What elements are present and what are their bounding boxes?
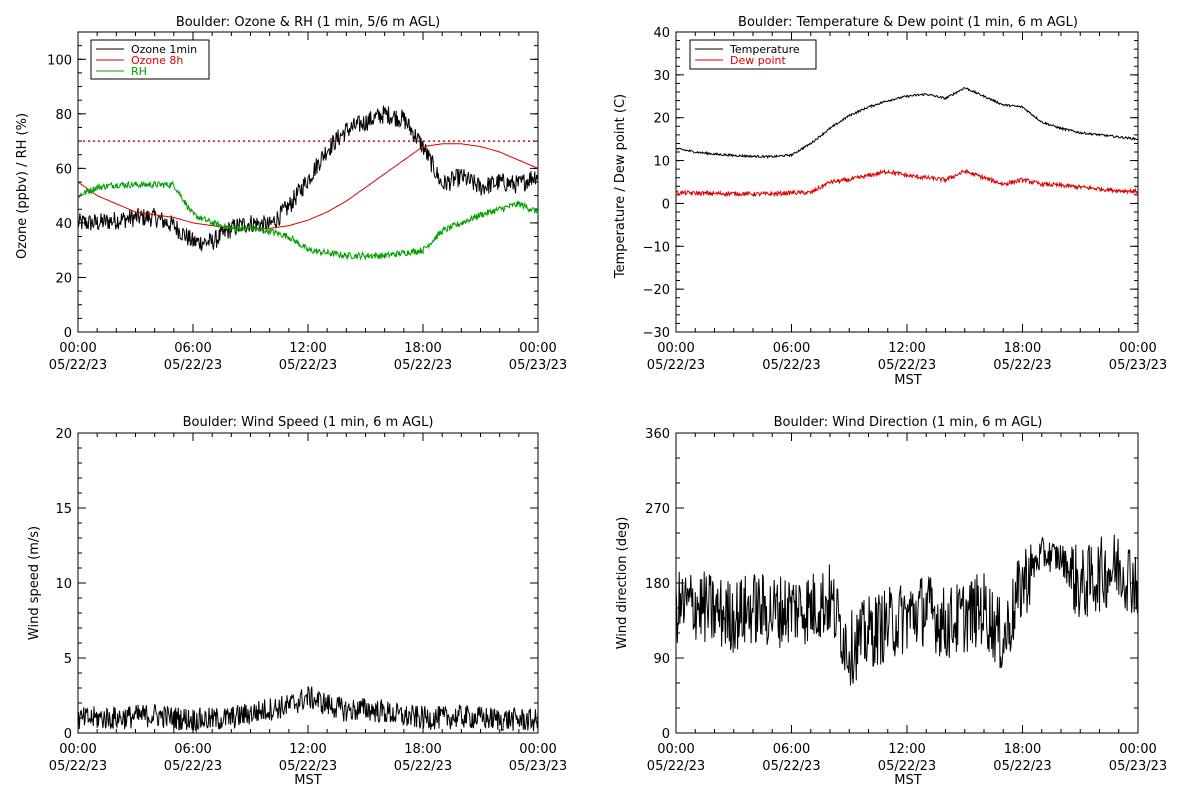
y-tick-label: 0 (64, 727, 72, 742)
wind-speed-ylabel: Wind speed (m/s) (27, 526, 42, 640)
wind-dir-panel: Boulder: Wind Direction (1 min, 6 m AGL)… (615, 415, 1167, 788)
wind-dir-ylabel: Wind direction (deg) (615, 517, 630, 650)
y-tick-label: 80 (55, 108, 72, 123)
legend-label-rh: RH (131, 65, 147, 78)
x-tick-date: 05/22/23 (49, 358, 107, 373)
series-line-boulder-wind-speed-1-min-6-m-agl (78, 687, 538, 732)
y-tick-label: 10 (653, 155, 670, 170)
y-tick-label: 360 (645, 427, 670, 442)
y-tick-label: −30 (643, 326, 670, 341)
wind-dir-title: Boulder: Wind Direction (1 min, 6 m AGL) (774, 415, 1043, 430)
x-tick-date: 05/23/23 (509, 759, 567, 774)
wind-speed-panel: Boulder: Wind Speed (1 min, 6 m AGL) Win… (27, 415, 567, 788)
y-tick-label: 20 (55, 427, 72, 442)
wind-speed-title: Boulder: Wind Speed (1 min, 6 m AGL) (183, 415, 434, 430)
x-tick-date: 05/22/23 (279, 358, 337, 373)
x-tick-time: 00:00 (59, 742, 96, 757)
x-tick-time: 00:00 (657, 341, 694, 356)
x-tick-date: 05/23/23 (1109, 358, 1167, 373)
y-tick-label: 40 (55, 217, 72, 232)
temp-dew-xlabel: MST (894, 373, 921, 388)
x-tick-date: 05/22/23 (878, 759, 936, 774)
y-tick-label: 20 (55, 271, 72, 286)
y-tick-label: 15 (55, 502, 72, 517)
y-tick-label: 20 (653, 112, 670, 127)
temp-dew-legend: Temperature Dew point (690, 40, 816, 69)
y-tick-label: 90 (653, 652, 670, 667)
x-tick-time: 18:00 (404, 742, 441, 757)
x-tick-date: 05/22/23 (647, 358, 705, 373)
series-line-ozone-1min (78, 106, 538, 251)
y-tick-label: 0 (64, 326, 72, 341)
y-tick-label: 0 (662, 727, 670, 742)
x-tick-time: 18:00 (1004, 742, 1041, 757)
x-tick-date: 05/23/23 (1109, 759, 1167, 774)
figure-canvas: Boulder: Ozone & RH (1 min, 5/6 m AGL) O… (0, 0, 1200, 800)
y-tick-label: 30 (653, 69, 670, 84)
y-tick-label: 100 (47, 53, 72, 68)
x-tick-time: 18:00 (404, 341, 441, 356)
x-tick-date: 05/22/23 (164, 358, 222, 373)
x-tick-date: 05/22/23 (762, 759, 820, 774)
x-tick-time: 06:00 (174, 341, 211, 356)
x-tick-time: 00:00 (59, 341, 96, 356)
x-tick-time: 06:00 (174, 742, 211, 757)
y-tick-label: 0 (662, 197, 670, 212)
ozone-rh-panel: Boulder: Ozone & RH (1 min, 5/6 m AGL) O… (15, 15, 567, 373)
temp-dew-title: Boulder: Temperature & Dew point (1 min,… (738, 15, 1078, 30)
x-tick-date: 05/22/23 (993, 358, 1051, 373)
plot-frame (676, 32, 1138, 332)
x-tick-date: 05/22/23 (164, 759, 222, 774)
y-tick-label: 60 (55, 162, 72, 177)
wind-speed-xlabel: MST (294, 773, 321, 788)
ozone-rh-ylabel: Ozone (ppbv) / RH (%) (15, 113, 30, 259)
y-tick-label: 40 (653, 26, 670, 41)
ozone-rh-legend: Ozone 1min Ozone 8h RH (91, 40, 209, 79)
y-tick-label: 10 (55, 577, 72, 592)
x-tick-date: 05/22/23 (279, 759, 337, 774)
x-tick-time: 00:00 (657, 742, 694, 757)
ozone-rh-title: Boulder: Ozone & RH (1 min, 5/6 m AGL) (176, 15, 440, 30)
temp-dew-ylabel: Temperature / Dew point (C) (613, 94, 628, 279)
y-tick-label: 270 (645, 502, 670, 517)
y-tick-label: 5 (64, 652, 72, 667)
x-tick-time: 00:00 (519, 742, 556, 757)
series-line-dew-point (676, 170, 1138, 196)
x-tick-date: 05/22/23 (647, 759, 705, 774)
x-tick-time: 00:00 (1119, 742, 1156, 757)
x-tick-time: 18:00 (1004, 341, 1041, 356)
x-tick-date: 05/22/23 (394, 358, 452, 373)
temp-dew-panel: Boulder: Temperature & Dew point (1 min,… (613, 15, 1167, 388)
x-tick-time: 00:00 (519, 341, 556, 356)
wind-dir-xlabel: MST (894, 773, 921, 788)
legend-label-dew-point: Dew point (730, 54, 786, 67)
x-tick-time: 12:00 (289, 341, 326, 356)
x-tick-date: 05/22/23 (993, 759, 1051, 774)
x-tick-date: 05/22/23 (878, 358, 936, 373)
x-tick-date: 05/22/23 (49, 759, 107, 774)
x-tick-time: 00:00 (1119, 341, 1156, 356)
x-tick-time: 12:00 (888, 341, 925, 356)
series-line-boulder-wind-direction-1-min-6-m-agl (676, 535, 1138, 686)
y-tick-label: 180 (645, 577, 670, 592)
x-tick-date: 05/22/23 (394, 759, 452, 774)
x-tick-date: 05/22/23 (762, 358, 820, 373)
x-tick-time: 12:00 (888, 742, 925, 757)
x-tick-date: 05/23/23 (509, 358, 567, 373)
x-tick-time: 12:00 (289, 742, 326, 757)
x-tick-time: 06:00 (773, 341, 810, 356)
series-line-temperature (676, 88, 1138, 158)
y-tick-label: −20 (643, 283, 670, 298)
y-tick-label: −10 (643, 240, 670, 255)
x-tick-time: 06:00 (773, 742, 810, 757)
